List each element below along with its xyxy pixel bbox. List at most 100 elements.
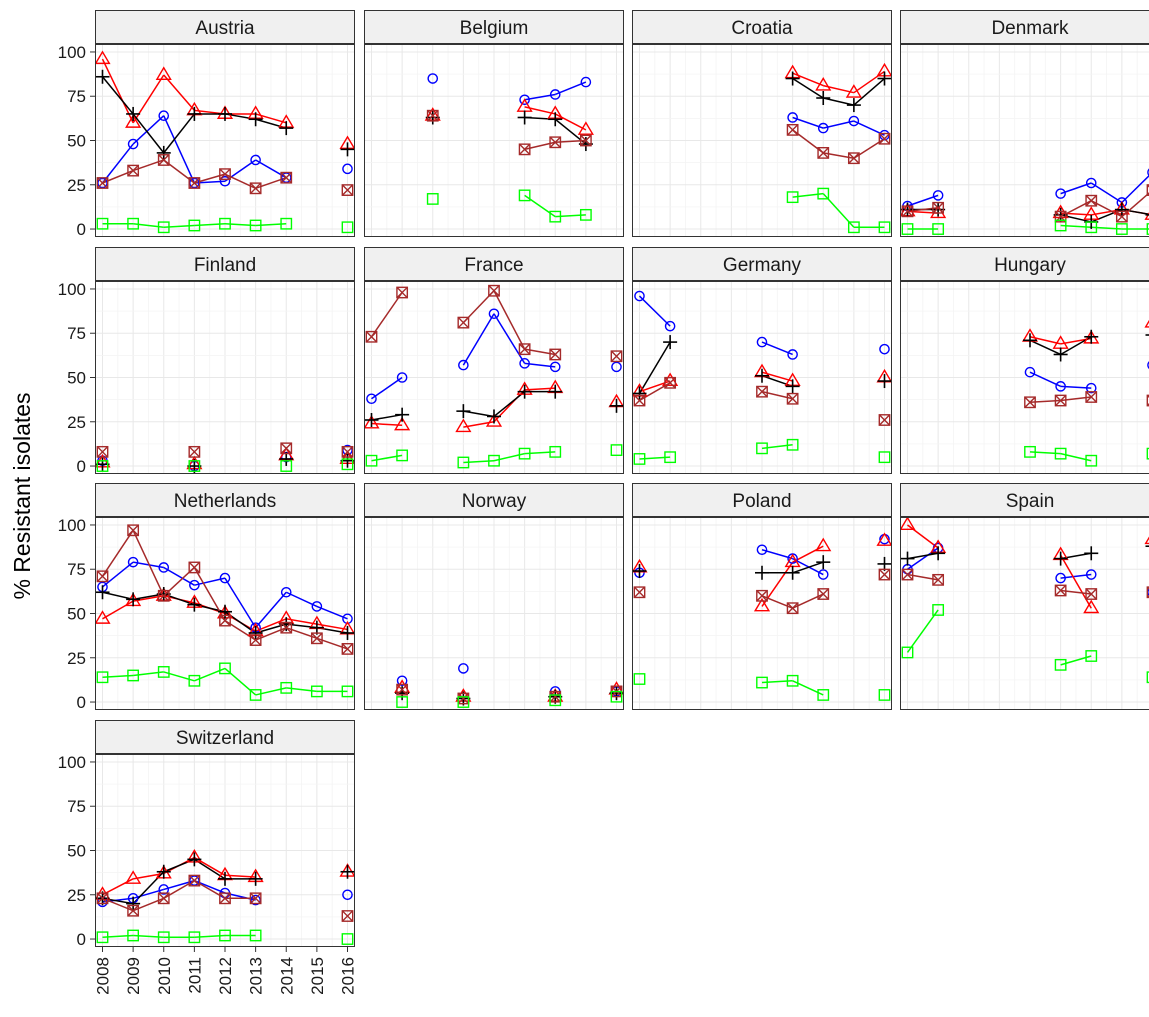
boxx-marker-box [127, 524, 140, 537]
boxx-marker-box [396, 286, 409, 299]
panel-border [95, 754, 355, 947]
boxx-marker-x2 [633, 394, 646, 407]
boxx-marker-x2 [188, 446, 201, 458]
square-marker [932, 223, 945, 235]
boxx-marker-x2 [280, 171, 292, 184]
series-segment-plus [463, 410, 495, 418]
triangle-marker [455, 418, 472, 433]
y-tick-label: 0 [77, 693, 86, 712]
series-segment-circle [462, 313, 495, 366]
boxx-marker-x2 [518, 143, 531, 156]
triangle-marker [900, 517, 916, 530]
boxx-marker-box [157, 892, 170, 905]
boxx-marker-box [426, 109, 439, 122]
circle-marker [580, 76, 592, 88]
x-tick-label: 2012 [216, 957, 235, 995]
y-tick-label: 100 [58, 280, 86, 299]
circle-marker [1085, 382, 1097, 394]
boxx-marker-x2 [518, 343, 531, 355]
square-marker [188, 460, 201, 472]
boxx-marker-box [1024, 396, 1036, 409]
y-tick-label: 75 [67, 560, 86, 579]
series-segment-plus [132, 113, 165, 154]
boxx-marker-x2 [1085, 588, 1097, 600]
square-marker [756, 442, 768, 455]
boxx-marker-x2 [341, 184, 354, 196]
panel-data [394, 663, 624, 708]
boxx-marker-box [280, 621, 293, 634]
panel-data [95, 50, 355, 234]
series-segment-triangle [102, 600, 134, 620]
boxx-marker-x2 [341, 643, 354, 655]
y-tick-label: 0 [77, 220, 86, 239]
circle-marker [611, 361, 622, 373]
series-segment-circle [1090, 182, 1123, 204]
boxx-marker-x2 [580, 134, 592, 147]
square-marker [1085, 221, 1098, 234]
circle-marker [458, 663, 469, 674]
boxx-marker-box [518, 143, 531, 156]
y-tick-label: 75 [67, 797, 86, 816]
circle-marker [756, 544, 768, 556]
boxx-marker-box [1054, 584, 1067, 597]
circle-marker [817, 569, 829, 580]
boxx-marker-box [901, 568, 914, 581]
circle-marker [342, 889, 353, 901]
panel-data [95, 849, 355, 945]
panel-hungary: Hungary [900, 247, 1149, 474]
strip-label: Belgium [460, 18, 529, 39]
square-marker [610, 444, 623, 456]
y-tick-label: 50 [67, 369, 86, 388]
boxx-marker-box [1054, 210, 1067, 223]
circle-marker [311, 601, 323, 612]
strip-label: Denmark [991, 18, 1069, 39]
series-segment-circle [761, 549, 793, 560]
circle-marker [127, 556, 139, 568]
strip-box [364, 10, 624, 44]
panel-border [632, 517, 892, 710]
circle-marker [756, 336, 768, 348]
boxx-marker-x2 [901, 568, 914, 581]
series-segment-circle [1121, 174, 1149, 204]
square-marker [157, 221, 170, 234]
panel-grid [632, 281, 892, 474]
triangle-marker [125, 114, 142, 128]
triangle-marker [1083, 599, 1100, 614]
boxx-marker-box [457, 316, 470, 329]
x-tick-label: 2016 [339, 957, 358, 995]
panel-grid [364, 44, 624, 237]
series-segment-circle [761, 341, 793, 356]
boxx-marker-x2 [1024, 396, 1036, 408]
series-segment-circle [316, 605, 348, 620]
strip-box [900, 10, 1149, 44]
boxx-marker-x2 [932, 574, 944, 586]
y-tick-label: 75 [67, 87, 86, 106]
boxx-marker-x2 [96, 892, 109, 905]
panel-border [900, 281, 1149, 474]
boxx-marker-x2 [280, 442, 292, 455]
square-marker [96, 460, 109, 472]
panel-grid [95, 517, 355, 710]
strip-label: Spain [1006, 491, 1055, 512]
square-marker [786, 438, 799, 451]
strip-label: France [464, 255, 523, 276]
boxx-marker-box [188, 874, 201, 887]
boxx-marker-box [1085, 391, 1098, 403]
boxx-marker-box [249, 182, 262, 195]
y-tick-label: 0 [77, 457, 86, 476]
boxx-marker-box [96, 892, 109, 905]
square-marker [396, 696, 409, 708]
boxx-marker-x2 [1054, 584, 1067, 597]
circle-marker [549, 361, 561, 373]
boxx-marker-box [96, 445, 109, 458]
boxx-marker-x2 [457, 316, 470, 329]
y-tick-label: 100 [58, 43, 86, 62]
series-segment-circle [132, 115, 165, 145]
boxx-marker-box [756, 589, 768, 602]
triangle-marker [876, 532, 892, 546]
series-segment-triangle [853, 70, 885, 94]
circle-marker [664, 320, 676, 332]
square-marker [188, 219, 201, 232]
boxx-marker-x2 [396, 683, 408, 696]
